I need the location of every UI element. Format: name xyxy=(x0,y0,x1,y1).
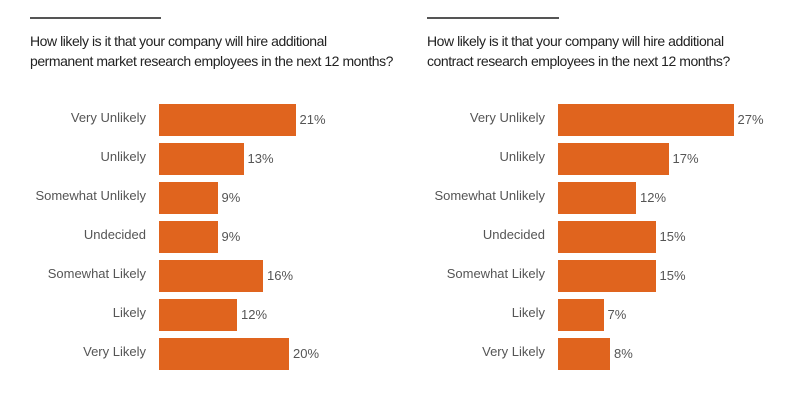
data-label: 13% xyxy=(247,151,274,166)
category-label: Very Unlikely xyxy=(70,110,146,125)
category-label: Undecided xyxy=(83,227,146,242)
category-label: Somewhat Unlikely xyxy=(434,188,545,203)
bar xyxy=(159,104,296,136)
data-label: 12% xyxy=(241,307,268,322)
category-label: Unlikely xyxy=(100,149,146,164)
title-rule xyxy=(30,17,161,19)
chart-title: How likely is it that your company will … xyxy=(30,31,393,71)
bar xyxy=(558,182,636,214)
bar xyxy=(558,221,656,253)
bar xyxy=(558,299,604,331)
data-label: 16% xyxy=(267,268,294,283)
chart-left: How likely is it that your company will … xyxy=(0,0,393,410)
bar xyxy=(558,104,734,136)
data-label: 17% xyxy=(672,151,699,166)
chart-right: How likely is it that your company will … xyxy=(400,0,790,410)
bar xyxy=(159,338,289,370)
data-label: 15% xyxy=(659,268,686,283)
bar xyxy=(558,260,656,292)
category-label: Somewhat Likely xyxy=(47,266,146,281)
bar xyxy=(558,338,610,370)
bar xyxy=(558,143,669,175)
bar xyxy=(159,260,263,292)
bar xyxy=(159,299,237,331)
data-label: 8% xyxy=(614,346,633,361)
data-label: 27% xyxy=(737,112,764,127)
chart-title-line: contract research employees in the next … xyxy=(427,53,730,69)
bar xyxy=(159,221,218,253)
category-label: Somewhat Likely xyxy=(446,266,545,281)
chart-title: How likely is it that your company will … xyxy=(427,31,730,71)
category-label: Likely xyxy=(112,305,146,320)
category-label: Very Unlikely xyxy=(469,110,545,125)
bar xyxy=(159,182,218,214)
category-label: Very Likely xyxy=(482,344,545,359)
category-label: Unlikely xyxy=(499,149,545,164)
title-rule xyxy=(427,17,559,19)
category-label: Likely xyxy=(511,305,545,320)
chart-title-line: How likely is it that your company will … xyxy=(427,33,724,49)
chart-title-line: permanent market research employees in t… xyxy=(30,53,393,69)
data-label: 20% xyxy=(293,346,320,361)
bar xyxy=(159,143,244,175)
data-label: 21% xyxy=(299,112,326,127)
data-label: 9% xyxy=(221,229,241,244)
data-label: 12% xyxy=(640,190,667,205)
category-label: Very Likely xyxy=(83,344,146,359)
chart-title-line: How likely is it that your company will … xyxy=(30,33,327,49)
data-label: 7% xyxy=(607,307,627,322)
category-label: Undecided xyxy=(482,227,545,242)
data-label: 15% xyxy=(659,229,686,244)
data-label: 9% xyxy=(221,190,241,205)
category-label: Somewhat Unlikely xyxy=(35,188,146,203)
